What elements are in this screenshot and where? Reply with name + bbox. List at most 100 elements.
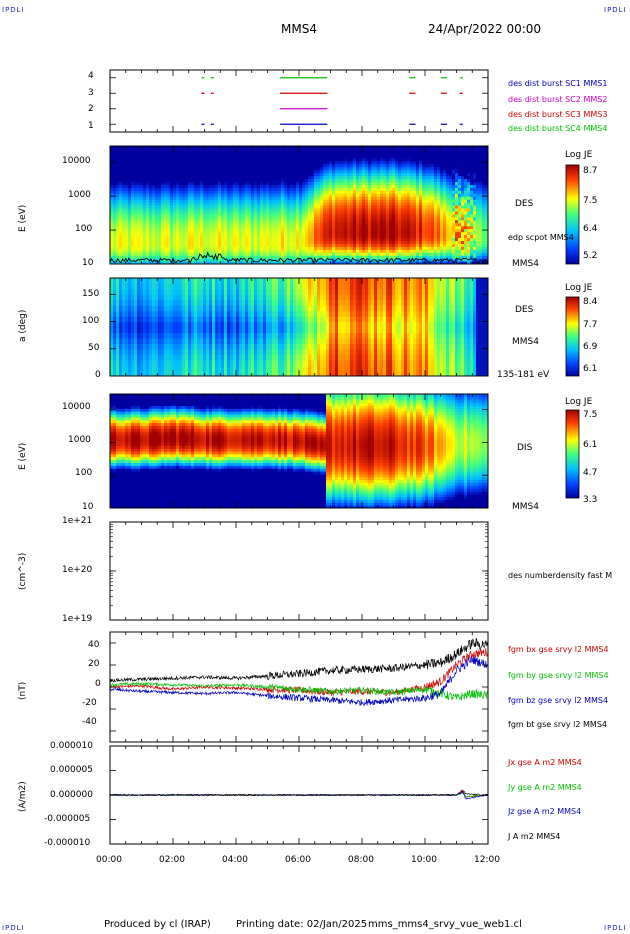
des-energy-cell	[461, 213, 465, 218]
des-energy-cell	[365, 169, 369, 174]
des-energy-cell	[110, 196, 114, 200]
des-energy-cell	[191, 252, 195, 256]
des-energy-cell	[422, 169, 426, 174]
des-energy-cell	[398, 231, 402, 236]
des-energy-cell	[140, 231, 144, 236]
des-energy-cell	[200, 213, 204, 218]
des-energy-cell	[173, 231, 177, 236]
des-energy-cell	[302, 151, 306, 156]
des-energy-cell	[359, 228, 363, 233]
des-energy-cell	[353, 199, 357, 203]
des-energy-cell	[116, 202, 120, 206]
des-energy-cell	[116, 234, 120, 239]
des-energy-cell	[434, 225, 438, 230]
des-energy-cell	[212, 148, 216, 153]
des-energy-cell	[176, 243, 180, 247]
des-energy-cell	[212, 166, 216, 171]
des-energy-cell	[404, 202, 408, 206]
des-energy-cell	[383, 187, 387, 191]
des-energy-cell	[329, 219, 333, 224]
des-energy-cell	[275, 255, 279, 259]
des-energy-cell	[200, 261, 204, 264]
des-energy-cell	[125, 225, 129, 230]
des-energy-cell	[302, 169, 306, 174]
des-energy-cell	[404, 231, 408, 236]
des-energy-cell	[383, 184, 387, 188]
des-energy-cell	[296, 154, 300, 159]
des-energy-cell	[251, 163, 255, 168]
des-energy-cell	[143, 240, 147, 244]
des-energy-cell	[254, 169, 258, 174]
des-energy-cell	[464, 148, 468, 153]
des-energy-cell	[392, 246, 396, 250]
des-energy-cell	[341, 163, 345, 168]
des-energy-cell	[296, 255, 300, 259]
des-energy-cell	[296, 187, 300, 191]
des-energy-cell	[476, 252, 480, 256]
des-energy-cell	[455, 178, 459, 182]
des-energy-cell	[275, 225, 279, 230]
des-energy-cell	[362, 166, 366, 171]
des-energy-cell	[446, 172, 450, 177]
des-energy-cell	[440, 190, 444, 194]
des-energy-cell	[464, 243, 468, 247]
des-energy-cell	[332, 163, 336, 168]
des-energy-cell	[371, 196, 375, 200]
des-energy-cell	[209, 181, 213, 185]
des-energy-cell	[350, 169, 354, 174]
corner-label-top-right: IPDLI	[604, 6, 627, 14]
des-energy-cell	[221, 219, 225, 224]
des-energy-cell	[362, 237, 366, 241]
des-energy-cell	[371, 190, 375, 194]
des-energy-cell	[461, 181, 465, 185]
des-energy-cell	[131, 146, 135, 150]
des-energy-cell	[368, 222, 372, 227]
des-energy-cell	[173, 199, 177, 203]
des-energy-cell	[389, 146, 393, 150]
des-energy-cell	[179, 246, 183, 250]
des-energy-cell	[362, 240, 366, 244]
des-energy-cell	[362, 213, 366, 218]
des-energy-cell	[290, 219, 294, 224]
des-energy-cell	[323, 207, 327, 212]
des-energy-cell	[476, 205, 480, 209]
des-energy-cell	[167, 202, 171, 206]
des-energy-cell	[245, 148, 249, 153]
des-energy-cell	[269, 154, 273, 159]
des-energy-cell	[293, 207, 297, 212]
des-energy-cell	[209, 255, 213, 259]
des-energy-cell	[434, 213, 438, 218]
des-energy-cell	[356, 178, 360, 182]
des-energy-cell	[365, 163, 369, 168]
des-energy-cell	[344, 193, 348, 197]
des-energy-cell	[326, 178, 330, 182]
des-energy-cell	[248, 210, 252, 215]
des-energy-cell	[125, 222, 129, 227]
des-energy-cell	[290, 210, 294, 215]
des-energy-cell	[149, 228, 153, 233]
des-energy-cell	[398, 175, 402, 180]
des-energy-cell	[197, 157, 201, 162]
des-energy-cell	[440, 202, 444, 206]
des-energy-cell	[392, 213, 396, 218]
des-energy-cell	[428, 163, 432, 168]
des-energy-cell	[146, 207, 150, 212]
des-energy-cell	[404, 169, 408, 174]
des-energy-cell	[152, 222, 156, 227]
des-energy-cell	[176, 216, 180, 221]
des-energy-cell	[263, 228, 267, 233]
des-energy-cell	[314, 157, 318, 162]
des-energy-cell	[413, 243, 417, 247]
des-energy-cell	[467, 184, 471, 188]
des-energy-cell	[131, 258, 135, 262]
des-energy-cell	[431, 219, 435, 224]
des-energy-cell	[197, 249, 201, 253]
des-energy-cell	[149, 213, 153, 218]
des-energy-cell	[422, 196, 426, 200]
des-energy-cell	[227, 199, 231, 203]
des-energy-cell	[416, 261, 420, 264]
des-energy-cell	[158, 146, 162, 150]
des-energy-cell	[203, 222, 207, 227]
des-energy-cell	[206, 207, 210, 212]
des-energy-cell	[212, 196, 216, 200]
